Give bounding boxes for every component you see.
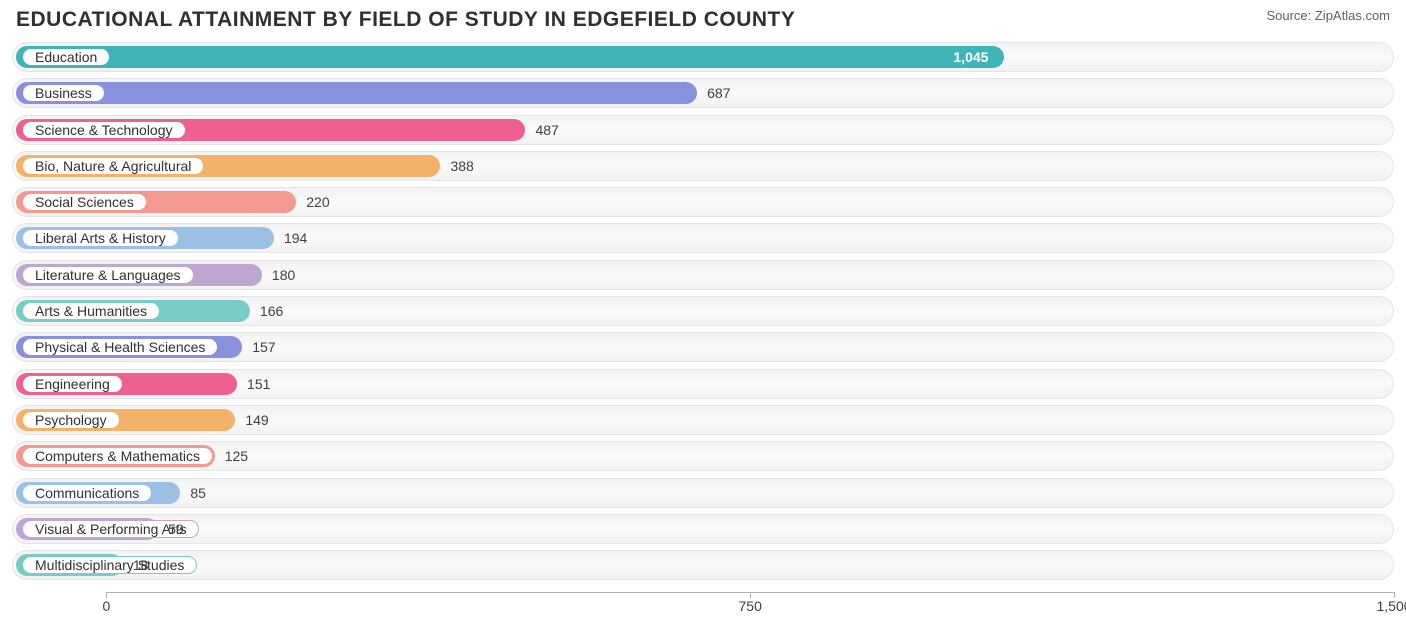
bar-value: 166 — [260, 297, 283, 325]
bar-label: Psychology — [22, 411, 120, 429]
bar-value: 85 — [190, 479, 206, 507]
bar-label: Liberal Arts & History — [22, 229, 179, 247]
bar-label: Bio, Nature & Agricultural — [22, 157, 204, 175]
bar-label: Multidisciplinary Studies — [22, 556, 197, 574]
bar-track: Communications 85 — [12, 478, 1394, 508]
bar-value: 157 — [252, 333, 275, 361]
bar-fill — [16, 82, 697, 104]
bar-track: Visual & Performing Arts59 — [12, 514, 1394, 544]
bar-value: 487 — [535, 116, 558, 144]
bar-label: Education — [22, 48, 110, 66]
bar-track: Social Sciences 220 — [12, 187, 1394, 217]
x-axis: 07501,500 — [12, 592, 1394, 614]
bar-track: Business 687 — [12, 78, 1394, 108]
bars-group: Education 1,045 Business 687 Science & Techn… — [12, 42, 1394, 590]
chart-header: EDUCATIONAL ATTAINMENT BY FIELD OF STUDY… — [12, 8, 1394, 42]
bar-value: 180 — [272, 261, 295, 289]
bar-track: Education 1,045 — [12, 42, 1394, 72]
bar-value: 125 — [225, 442, 248, 470]
bar-label: Communications — [22, 484, 152, 502]
bar-track: Psychology 149 — [12, 405, 1394, 435]
chart-container: EDUCATIONAL ATTAINMENT BY FIELD OF STUDY… — [0, 0, 1406, 631]
bar-track: Science & Technology 487 — [12, 115, 1394, 145]
chart-source: Source: ZipAtlas.com — [1266, 8, 1390, 23]
bar-track: Literature & Languages 180 — [12, 260, 1394, 290]
bar-track: Physical & Health Sciences 157 — [12, 332, 1394, 362]
axis-tick-label: 750 — [739, 598, 762, 614]
bar-value: 194 — [284, 224, 307, 252]
plot-area: Education 1,045 Business 687 Science & Techn… — [12, 42, 1394, 590]
bar-track: Liberal Arts & History 194 — [12, 223, 1394, 253]
bar-track: Computers & Mathematics 125 — [12, 441, 1394, 471]
chart-title: EDUCATIONAL ATTAINMENT BY FIELD OF STUDY… — [16, 8, 795, 32]
axis-tick-label: 0 — [103, 598, 111, 614]
bar-value: 388 — [450, 152, 473, 180]
bar-value: 59 — [168, 515, 184, 543]
bar-track: Multidisciplinary Studies18 — [12, 550, 1394, 580]
bar-label: Science & Technology — [22, 121, 186, 139]
axis-tick-label: 1,500 — [1376, 598, 1406, 614]
bar-track: Bio, Nature & Agricultural 388 — [12, 151, 1394, 181]
bar-label: Business — [22, 84, 105, 102]
bar-label: Literature & Languages — [22, 266, 194, 284]
bar-label: Social Sciences — [22, 193, 147, 211]
bar-value: 149 — [245, 406, 268, 434]
bar-value: 18 — [133, 551, 149, 579]
bar-label: Engineering — [22, 375, 123, 393]
bar-track: Engineering 151 — [12, 369, 1394, 399]
bar-label: Arts & Humanities — [22, 302, 160, 320]
bar-value: 220 — [306, 188, 329, 216]
bar-value: 1,045 — [953, 43, 988, 71]
bar-track: Arts & Humanities 166 — [12, 296, 1394, 326]
bar-value: 151 — [247, 370, 270, 398]
bar-value: 687 — [707, 79, 730, 107]
bar-fill — [16, 46, 1004, 68]
bar-label: Physical & Health Sciences — [22, 338, 218, 356]
bar-label: Computers & Mathematics — [22, 447, 213, 465]
